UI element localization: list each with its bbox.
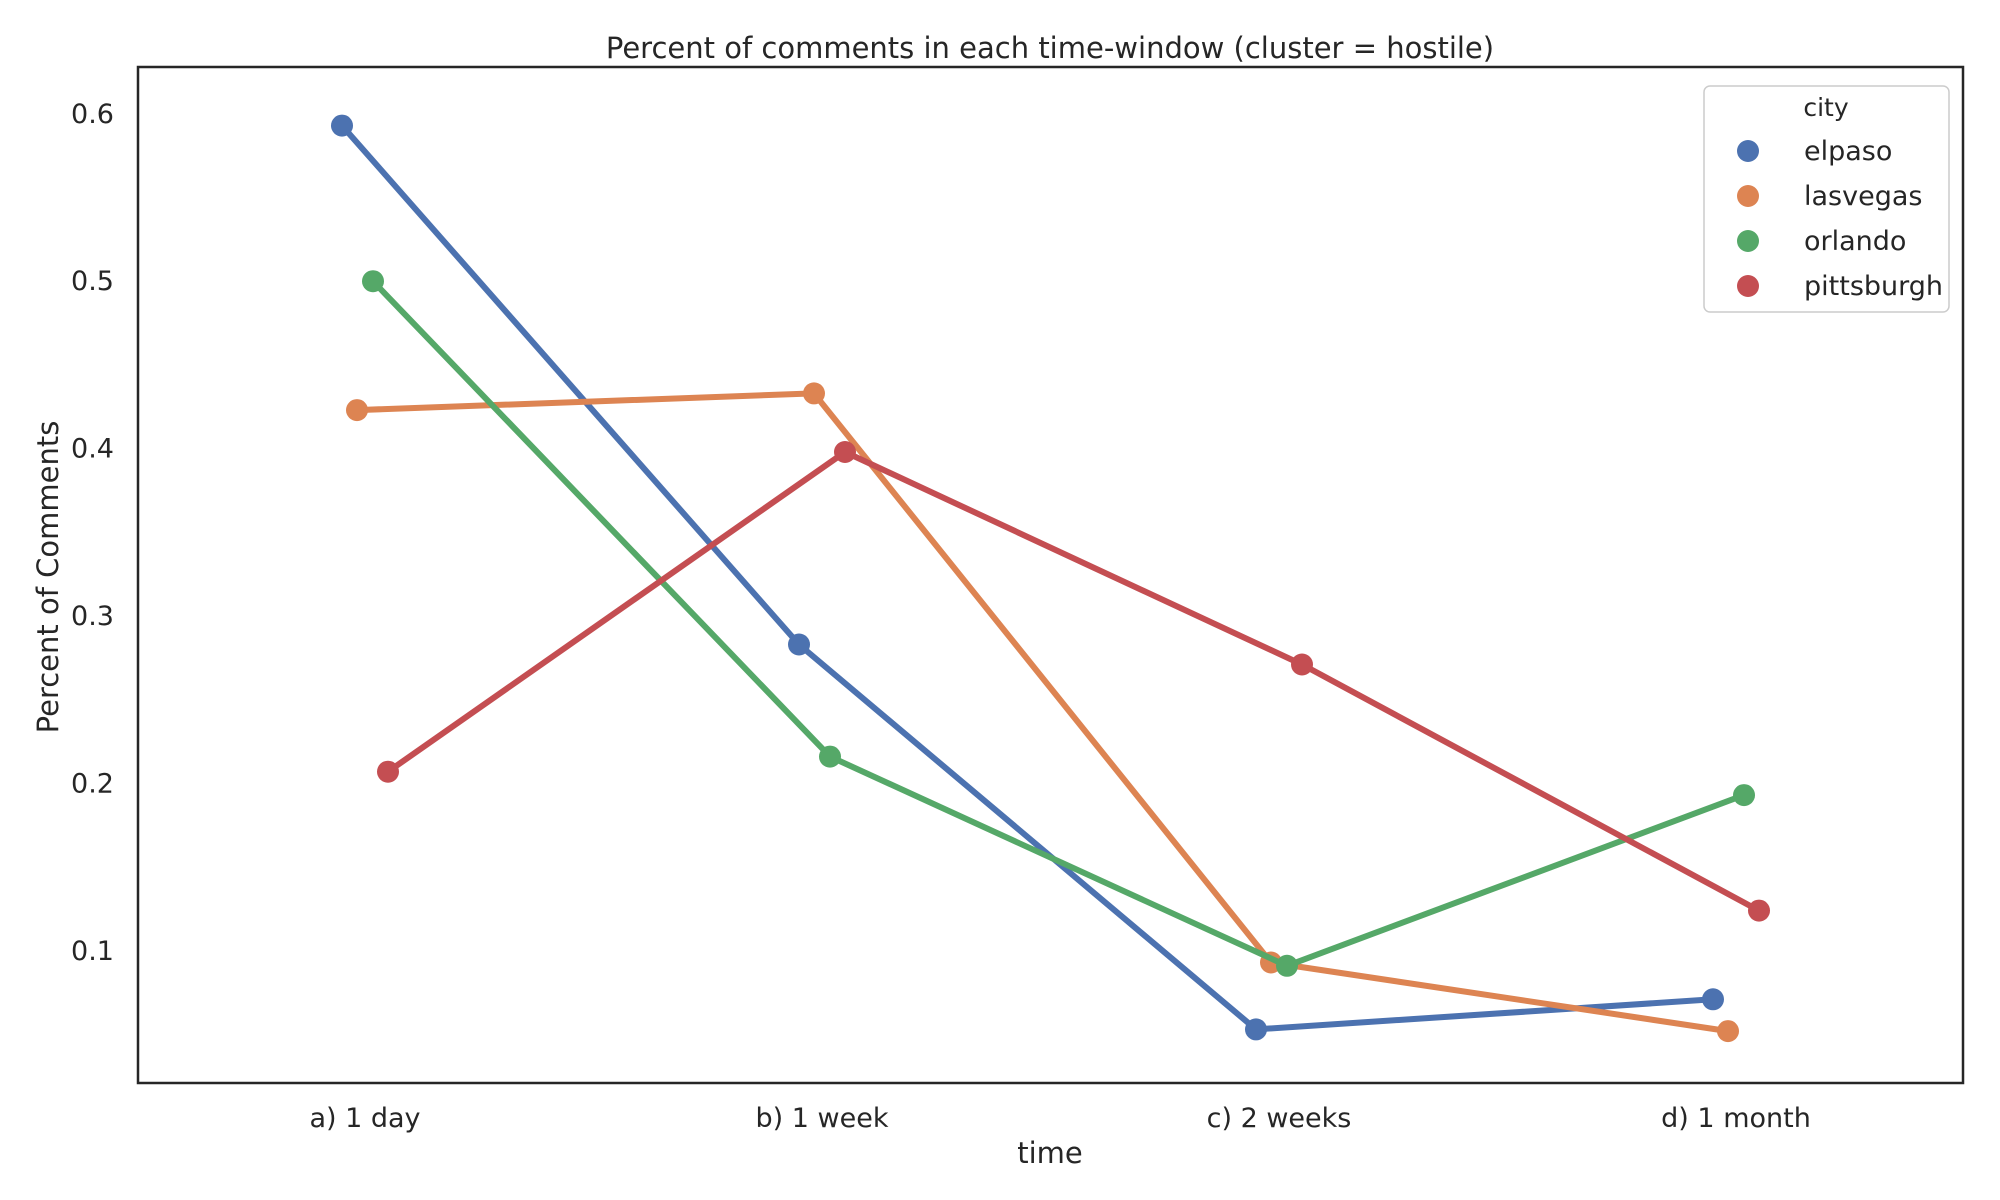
x-axis-ticks: a) 1 day b) 1 week c) 2 weeks d) 1 month	[309, 1103, 1810, 1134]
x-axis-label: time	[1017, 1136, 1083, 1170]
legend-label-lasvegas: lasvegas	[1804, 181, 1922, 212]
series-line-orlando	[370, 278, 1747, 969]
y-tick-label: 0.2	[71, 768, 114, 799]
series-lasvegas	[346, 382, 1739, 1043]
y-axis-label: Percent of Comments	[31, 421, 65, 734]
legend-label-elpaso: elpaso	[1804, 136, 1892, 167]
plot-frame	[136, 65, 1965, 1085]
x-tick-label: b) 1 week	[756, 1103, 889, 1134]
legend-label-pittsburgh: pittsburgh	[1804, 271, 1943, 302]
data-point-orlando	[1733, 784, 1755, 807]
series-group	[331, 114, 1770, 1043]
series-pittsburgh	[377, 441, 1770, 922]
legend-marker-lasvegas	[1737, 185, 1759, 207]
y-axis-ticks: 0.1 0.2 0.3 0.4 0.5 0.6	[71, 99, 114, 967]
y-tick-label: 0.6	[71, 99, 114, 130]
legend-marker-pittsburgh	[1737, 275, 1759, 297]
series-line-pittsburgh	[385, 449, 1762, 914]
data-point-lasvegas	[346, 399, 368, 422]
data-point-orlando	[819, 745, 841, 768]
legend-frame	[1703, 85, 1950, 313]
legend-marker-elpaso	[1737, 140, 1759, 162]
x-tick-label: d) 1 month	[1661, 1103, 1811, 1134]
data-point-elpaso	[1702, 988, 1724, 1011]
data-point-orlando	[1276, 954, 1298, 977]
series-line-lasvegas	[354, 390, 1731, 1035]
data-point-elpaso	[788, 633, 810, 656]
y-tick-label: 0.4	[71, 434, 114, 465]
data-point-pittsburgh	[1748, 899, 1770, 922]
data-point-orlando	[362, 270, 384, 293]
series-orlando	[362, 270, 1755, 977]
y-tick-label: 0.3	[71, 601, 114, 632]
data-point-pittsburgh	[1291, 653, 1313, 676]
legend-marker-orlando	[1737, 230, 1759, 252]
data-point-elpaso	[331, 114, 353, 137]
data-point-lasvegas	[1717, 1020, 1739, 1043]
x-tick-label: c) 2 weeks	[1207, 1103, 1352, 1134]
data-point-elpaso	[1245, 1018, 1267, 1041]
y-tick-label: 0.5	[71, 266, 114, 297]
data-point-pittsburgh	[834, 441, 856, 463]
data-point-pittsburgh	[377, 760, 399, 783]
series-elpaso	[331, 114, 1724, 1041]
x-tick-label: a) 1 day	[309, 1103, 420, 1134]
data-point-lasvegas	[803, 382, 825, 405]
series-line-elpaso	[339, 122, 1716, 1033]
legend-title: city	[1803, 93, 1848, 122]
legend: city elpaso lasvegas orlando pittsburgh	[1703, 85, 1950, 313]
chart-title: Percent of comments in each time-window …	[606, 31, 1494, 65]
y-tick-label: 0.1	[71, 936, 114, 967]
legend-label-orlando: orlando	[1804, 226, 1906, 257]
